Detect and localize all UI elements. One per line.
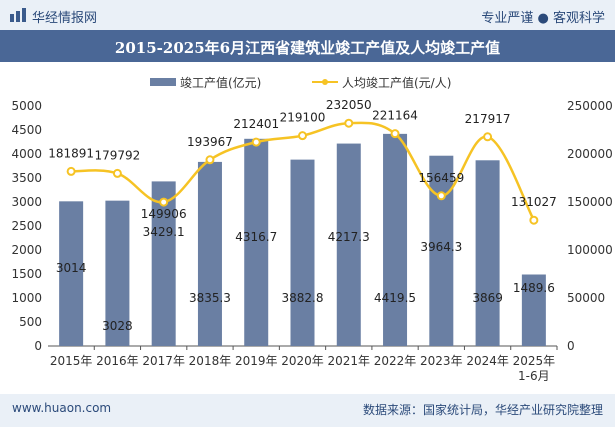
y-left-tick-label: 4500 bbox=[11, 123, 42, 137]
legend-bar-label: 竣工产值(亿元) bbox=[180, 75, 261, 90]
footer-band bbox=[0, 394, 615, 427]
x-tick-label: 2016年 bbox=[96, 354, 139, 368]
logo-icon bbox=[10, 8, 26, 22]
bar bbox=[521, 274, 546, 346]
line-value-label: 193967 bbox=[187, 135, 233, 149]
line-value-label: 217917 bbox=[465, 112, 511, 126]
bar-value-label: 3869 bbox=[472, 291, 503, 305]
y-right-tick-label: 200000 bbox=[567, 147, 613, 161]
y-left-tick-label: 3500 bbox=[11, 171, 42, 185]
x-tick-label: 2019年 bbox=[235, 354, 278, 368]
x-tick-label: 2024年 bbox=[466, 354, 509, 368]
brand-name: 华经情报网 bbox=[32, 11, 98, 26]
legend-line-label: 人均竣工产值(元/人) bbox=[342, 75, 451, 90]
y-left-tick-label: 1500 bbox=[11, 267, 42, 281]
bar bbox=[290, 159, 315, 346]
line-value-label: 212401 bbox=[233, 117, 279, 131]
bar bbox=[105, 200, 130, 346]
bar-value-label: 4419.5 bbox=[374, 291, 416, 305]
y-right-tick-label: 150000 bbox=[567, 195, 613, 209]
y-left-tick-label: 500 bbox=[19, 315, 42, 329]
bar bbox=[336, 143, 361, 346]
bar-value-label: 3964.3 bbox=[420, 240, 462, 254]
title-bar bbox=[0, 30, 615, 62]
line-value-label: 149906 bbox=[141, 207, 187, 221]
x-tick-label: 2020年 bbox=[281, 354, 324, 368]
bar-value-label: 3014 bbox=[56, 261, 87, 275]
x-tick-label: 1-6月 bbox=[518, 369, 550, 383]
site-url: www.huaon.com bbox=[12, 401, 112, 415]
x-tick-label: 2022年 bbox=[374, 354, 417, 368]
line-point bbox=[529, 215, 539, 225]
y-right-tick-label: 250000 bbox=[567, 99, 613, 113]
bar-value-label: 1489.6 bbox=[513, 281, 555, 295]
bar bbox=[151, 181, 176, 346]
bar bbox=[383, 133, 408, 346]
x-tick-label: 2021年 bbox=[327, 354, 370, 368]
legend-bar-swatch bbox=[150, 78, 176, 86]
line-point bbox=[112, 168, 122, 178]
chart-title: 2015-2025年6月江西省建筑业竣工产值及人均竣工产值 bbox=[114, 39, 501, 57]
bar bbox=[59, 201, 84, 346]
y-right-tick-label: 0 bbox=[567, 339, 575, 353]
line-point bbox=[205, 155, 215, 165]
line-value-label: 156459 bbox=[418, 171, 464, 185]
series-line bbox=[71, 121, 535, 221]
line-value-label: 219100 bbox=[280, 111, 326, 125]
bar-value-label: 4217.3 bbox=[328, 230, 370, 244]
line-point bbox=[298, 131, 307, 141]
line-value-label: 232050 bbox=[326, 98, 372, 112]
data-source: 数据来源：国家统计局，华经产业研究院整理 bbox=[362, 403, 603, 417]
x-tick-label: 2018年 bbox=[189, 354, 232, 368]
line-point bbox=[436, 191, 446, 201]
line-point bbox=[390, 129, 400, 139]
y-left-tick-label: 0 bbox=[34, 339, 42, 353]
tagline: 专业严谨 ● 客观科学 bbox=[481, 11, 605, 26]
bar-value-label: 3028 bbox=[102, 319, 133, 333]
bar-value-label: 4316.7 bbox=[235, 230, 277, 244]
y-right-tick-label: 50000 bbox=[567, 291, 605, 305]
bar-value-label: 3835.3 bbox=[189, 291, 231, 305]
y-left-tick-label: 5000 bbox=[11, 99, 42, 113]
y-left-tick-label: 2000 bbox=[11, 243, 42, 257]
x-tick-label: 2025年 bbox=[513, 354, 556, 368]
y-left-tick-label: 4000 bbox=[11, 147, 42, 161]
line-value-label: 221164 bbox=[372, 109, 418, 123]
bar bbox=[197, 161, 222, 346]
bar-value-label: 3429.1 bbox=[143, 225, 185, 239]
line-value-label: 131027 bbox=[511, 195, 557, 209]
line-point bbox=[159, 197, 169, 207]
bar-value-label: 3882.8 bbox=[282, 291, 324, 305]
x-tick-label: 2023年 bbox=[420, 354, 463, 368]
x-tick-label: 2017年 bbox=[142, 354, 185, 368]
y-left-tick-label: 3000 bbox=[11, 195, 42, 209]
bar bbox=[475, 160, 500, 346]
top-banner bbox=[0, 0, 615, 30]
line-point bbox=[483, 132, 493, 142]
y-left-tick-label: 1000 bbox=[11, 291, 42, 305]
x-tick-label: 2015年 bbox=[50, 354, 93, 368]
legend-line-marker bbox=[322, 79, 328, 85]
bar bbox=[429, 155, 454, 346]
line-point bbox=[66, 166, 76, 176]
line-value-label: 179792 bbox=[95, 148, 141, 162]
y-right-tick-label: 100000 bbox=[567, 243, 613, 257]
line-point bbox=[251, 137, 261, 147]
chart-area: 竣工产值(亿元) 人均竣工产值(元/人) 0 500 1000 1500 2000 2500 3… bbox=[11, 75, 613, 383]
y-left-tick-label: 2500 bbox=[11, 219, 42, 233]
line-value-label: 181891 bbox=[48, 146, 94, 160]
line-point bbox=[344, 118, 354, 128]
bar bbox=[244, 138, 269, 346]
